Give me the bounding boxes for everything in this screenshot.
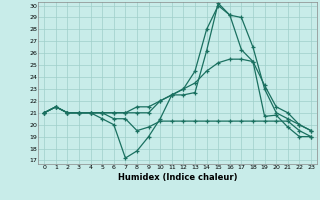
X-axis label: Humidex (Indice chaleur): Humidex (Indice chaleur) — [118, 173, 237, 182]
